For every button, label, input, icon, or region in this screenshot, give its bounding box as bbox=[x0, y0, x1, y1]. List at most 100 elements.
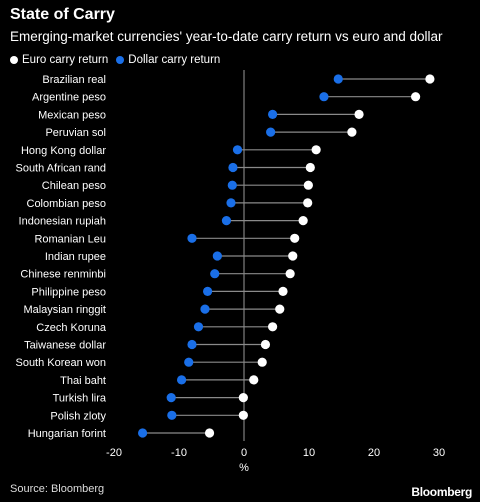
euro-point bbox=[303, 180, 313, 190]
chart-row: South Korean won bbox=[15, 357, 267, 369]
category-label: South African rand bbox=[15, 163, 106, 175]
chart-row: Peruvian sol bbox=[45, 127, 357, 139]
dollar-point bbox=[333, 74, 343, 84]
euro-point bbox=[288, 251, 298, 261]
euro-point bbox=[238, 410, 248, 420]
euro-point bbox=[425, 74, 435, 84]
chart-row: South African rand bbox=[15, 162, 315, 175]
category-label: Brazilian real bbox=[42, 74, 106, 86]
chart-row: Turkish lira bbox=[53, 393, 248, 405]
dollar-point bbox=[226, 198, 236, 208]
dollar-point bbox=[210, 269, 220, 279]
euro-point bbox=[411, 92, 421, 102]
category-label: Czech Koruna bbox=[36, 322, 107, 334]
dollar-point bbox=[319, 92, 329, 102]
dollar-point bbox=[221, 216, 232, 226]
chart-row: Hong Kong dollar bbox=[21, 145, 321, 157]
dollar-point bbox=[187, 339, 197, 350]
category-label: Chilean peso bbox=[42, 180, 106, 192]
chart-row: Colombian peso bbox=[27, 198, 313, 210]
chart-title: State of Carry bbox=[10, 6, 115, 23]
dollar-point bbox=[138, 428, 148, 438]
euro-point bbox=[305, 162, 315, 173]
euro-point bbox=[303, 198, 313, 208]
legend-label-dollar: Dollar carry return bbox=[128, 54, 221, 66]
x-axis-label: % bbox=[239, 462, 249, 474]
euro-point bbox=[347, 127, 357, 137]
category-label: Colombian peso bbox=[27, 198, 107, 210]
category-label: Thai baht bbox=[60, 375, 106, 387]
chart-row: Argentine peso bbox=[32, 92, 421, 104]
category-label: Argentine peso bbox=[32, 92, 106, 104]
chart-row: Philippine peso bbox=[31, 286, 288, 298]
legend: Euro carry return Dollar carry return bbox=[10, 54, 228, 66]
x-tick-label: 20 bbox=[368, 447, 380, 459]
x-tick-label: 10 bbox=[303, 447, 315, 459]
category-label: Romanian Leu bbox=[34, 233, 106, 245]
x-tick-label: -20 bbox=[106, 447, 122, 459]
source-note: Source: Bloomberg bbox=[10, 483, 105, 495]
legend-label-euro: Euro carry return bbox=[22, 54, 109, 66]
dollar-point bbox=[212, 251, 222, 261]
chart-row: Chilean peso bbox=[42, 180, 313, 192]
euro-point bbox=[268, 322, 278, 332]
category-label: Malaysian ringgit bbox=[23, 304, 106, 316]
x-tick-label: 30 bbox=[433, 447, 445, 459]
dollar-point bbox=[228, 162, 238, 173]
euro-point bbox=[285, 269, 295, 279]
chart-row: Malaysian ringgit bbox=[23, 304, 285, 316]
brand-logo: Bloomberg bbox=[411, 485, 472, 499]
euro-point bbox=[278, 286, 288, 296]
dollar-point bbox=[193, 322, 204, 332]
dollar-point bbox=[266, 127, 276, 137]
euro-point bbox=[290, 233, 300, 243]
category-label: Indian rupee bbox=[45, 251, 106, 263]
category-label: Chinese renminbi bbox=[20, 269, 106, 281]
dollar-point bbox=[167, 410, 177, 420]
dollar-point bbox=[203, 286, 213, 296]
category-label: Hong Kong dollar bbox=[21, 145, 106, 157]
chart-row: Romanian Leu bbox=[34, 233, 300, 245]
legend-item-euro: Euro carry return bbox=[10, 54, 108, 66]
legend-marker-dollar bbox=[116, 56, 125, 64]
dollar-point bbox=[227, 180, 237, 190]
chart-row: Indonesian rupiah bbox=[19, 216, 308, 228]
chart-row: Thai baht bbox=[60, 375, 259, 387]
category-label: South Korean won bbox=[15, 357, 106, 369]
euro-point bbox=[311, 145, 321, 155]
x-tick-label: 0 bbox=[241, 447, 247, 459]
category-label: Philippine peso bbox=[31, 286, 106, 298]
dollar-point bbox=[166, 393, 176, 403]
category-label: Hungarian forint bbox=[28, 428, 106, 440]
dollar-point bbox=[184, 357, 194, 367]
dollar-point bbox=[200, 304, 210, 314]
chart-row: Taiwanese dollar bbox=[24, 339, 271, 352]
chart-row: Hungarian forint bbox=[28, 428, 215, 440]
category-label: Polish zloty bbox=[50, 410, 106, 422]
chart-row: Polish zloty bbox=[50, 410, 248, 422]
category-label: Taiwanese dollar bbox=[24, 340, 106, 352]
chart-row: Brazilian real bbox=[42, 74, 435, 86]
legend-item-dollar: Dollar carry return bbox=[116, 54, 220, 66]
dollar-point bbox=[187, 233, 197, 243]
euro-point bbox=[257, 357, 267, 367]
chart-subtitle: Emerging-market currencies' year-to-date… bbox=[10, 29, 443, 44]
euro-point bbox=[260, 339, 271, 350]
euro-point bbox=[354, 109, 364, 119]
chart-row: Mexican peso bbox=[38, 109, 364, 121]
dollar-point bbox=[177, 375, 187, 385]
chart-row: Czech Koruna bbox=[36, 322, 278, 334]
euro-point bbox=[204, 428, 215, 438]
euro-point bbox=[275, 304, 285, 314]
dollar-point bbox=[232, 145, 243, 155]
category-label: Peruvian sol bbox=[45, 127, 106, 139]
dollar-point bbox=[268, 109, 278, 119]
euro-point bbox=[298, 216, 308, 226]
chart-row: Chinese renminbi bbox=[20, 269, 295, 281]
category-label: Turkish lira bbox=[53, 393, 107, 405]
euro-point bbox=[238, 393, 248, 403]
category-label: Indonesian rupiah bbox=[19, 216, 106, 228]
legend-marker-euro bbox=[10, 56, 18, 64]
category-label: Mexican peso bbox=[38, 109, 106, 121]
